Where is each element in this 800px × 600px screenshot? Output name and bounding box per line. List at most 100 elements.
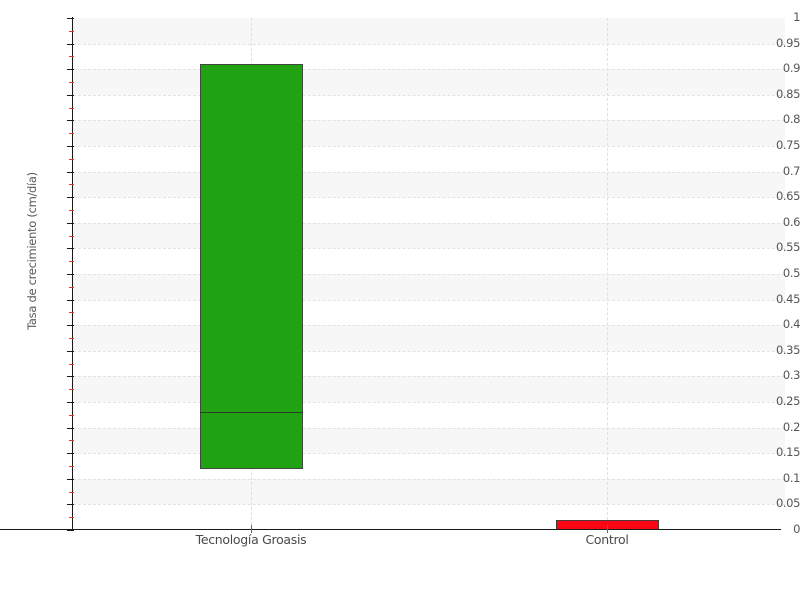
median-line [199,412,303,414]
y-tick-label: 0.2 [782,419,800,434]
x-axis-line [0,529,781,530]
y-tick-minor [69,466,74,467]
y-tick-minor [69,389,74,391]
y-tick-major [67,248,74,250]
y-tick-major [67,478,74,480]
y-tick-minor [69,210,74,211]
grid-band [73,274,785,300]
y-tick-minor [69,440,74,442]
y-tick-minor [69,363,74,365]
y-tick-label: 0.75 [775,138,800,152]
y-tick-minor [69,338,74,339]
grid-band [73,171,785,198]
x-tick-mark [251,525,252,533]
plot-area [73,18,785,530]
y-tick-major [67,222,74,224]
y-tick-minor [69,261,74,263]
y-tick-major [67,43,74,45]
horizontal-gridline [73,376,785,378]
horizontal-gridline [73,427,785,429]
horizontal-gridline [73,146,785,147]
bar-tecnologia-groasis[interactable] [199,64,303,469]
grid-band [73,222,785,249]
y-tick-major [67,376,74,378]
y-tick-minor [69,82,74,83]
y-tick-label: 0.85 [775,86,800,101]
x-tick-label: Tecnología Groasis [195,532,307,547]
y-tick-label: 0.05 [775,496,800,511]
horizontal-gridline [73,402,785,403]
y-tick-label: 1 [793,10,800,24]
horizontal-gridline [73,350,785,352]
horizontal-gridline [73,43,785,45]
y-tick-minor [69,414,74,416]
y-tick-minor [69,158,74,160]
y-tick-major [67,94,74,96]
y-tick-label: 0.5 [782,266,800,280]
y-tick-major [67,402,74,403]
grid-band [73,18,785,44]
y-tick-minor [69,235,74,237]
horizontal-gridline [73,248,785,250]
horizontal-gridline [73,274,785,275]
y-tick-label: 0.55 [775,240,800,255]
horizontal-gridline [73,94,785,96]
y-tick-label: 0.95 [775,35,800,50]
y-tick-major [67,530,74,531]
y-tick-major [67,120,74,122]
y-tick-major [67,427,74,429]
y-tick-minor [69,107,74,109]
y-tick-major [67,69,74,71]
y-tick-major [67,197,74,199]
y-tick-minor [69,30,74,32]
y-tick-label: 0.4 [782,317,800,332]
y-tick-label: 0.7 [782,163,800,178]
horizontal-gridline [73,171,785,173]
vertical-gridline [607,18,608,530]
horizontal-gridline [73,120,785,122]
y-tick-minor [69,133,74,135]
y-tick-label: 0.65 [775,189,800,204]
horizontal-gridline [73,453,785,455]
y-tick-minor [69,491,74,493]
y-tick-major [67,453,74,455]
y-tick-label: 0.1 [782,470,800,485]
x-tick-mark [607,525,608,533]
horizontal-gridline [73,478,785,480]
y-tick-major [67,325,74,327]
y-tick-minor [69,286,74,288]
grid-band [73,69,785,95]
y-tick-label: 0.45 [775,291,800,306]
x-tick-label: Control [585,532,629,547]
y-tick-major [67,146,74,147]
y-tick-label: 0.9 [782,61,800,76]
grid-band [73,325,785,351]
y-tick-major [67,299,74,301]
horizontal-gridline [73,197,785,199]
horizontal-gridline [73,299,785,301]
y-tick-major [67,274,74,275]
y-tick-label: 0.15 [775,445,800,460]
y-tick-major [67,171,74,173]
grid-band [73,376,785,402]
grid-band [73,120,785,146]
y-tick-major [67,18,74,19]
y-tick-minor [69,184,74,186]
grid-band [73,478,785,505]
y-tick-major [67,504,74,506]
y-tick-minor [69,517,74,519]
horizontal-gridline [73,222,785,224]
y-axis-title: Tasa de crecimiento (cm/día) [25,172,39,330]
y-tick-label: 0.6 [782,214,800,229]
horizontal-gridline [73,325,785,327]
y-tick-label: 0 [793,522,800,536]
y-tick-label: 0.8 [782,112,800,127]
y-tick-label: 0.35 [775,342,800,357]
y-tick-minor [69,56,74,58]
horizontal-gridline [73,69,785,71]
horizontal-gridline [73,504,785,506]
y-tick-major [67,350,74,352]
grid-band [73,427,785,454]
y-tick-label: 0.3 [782,368,800,383]
